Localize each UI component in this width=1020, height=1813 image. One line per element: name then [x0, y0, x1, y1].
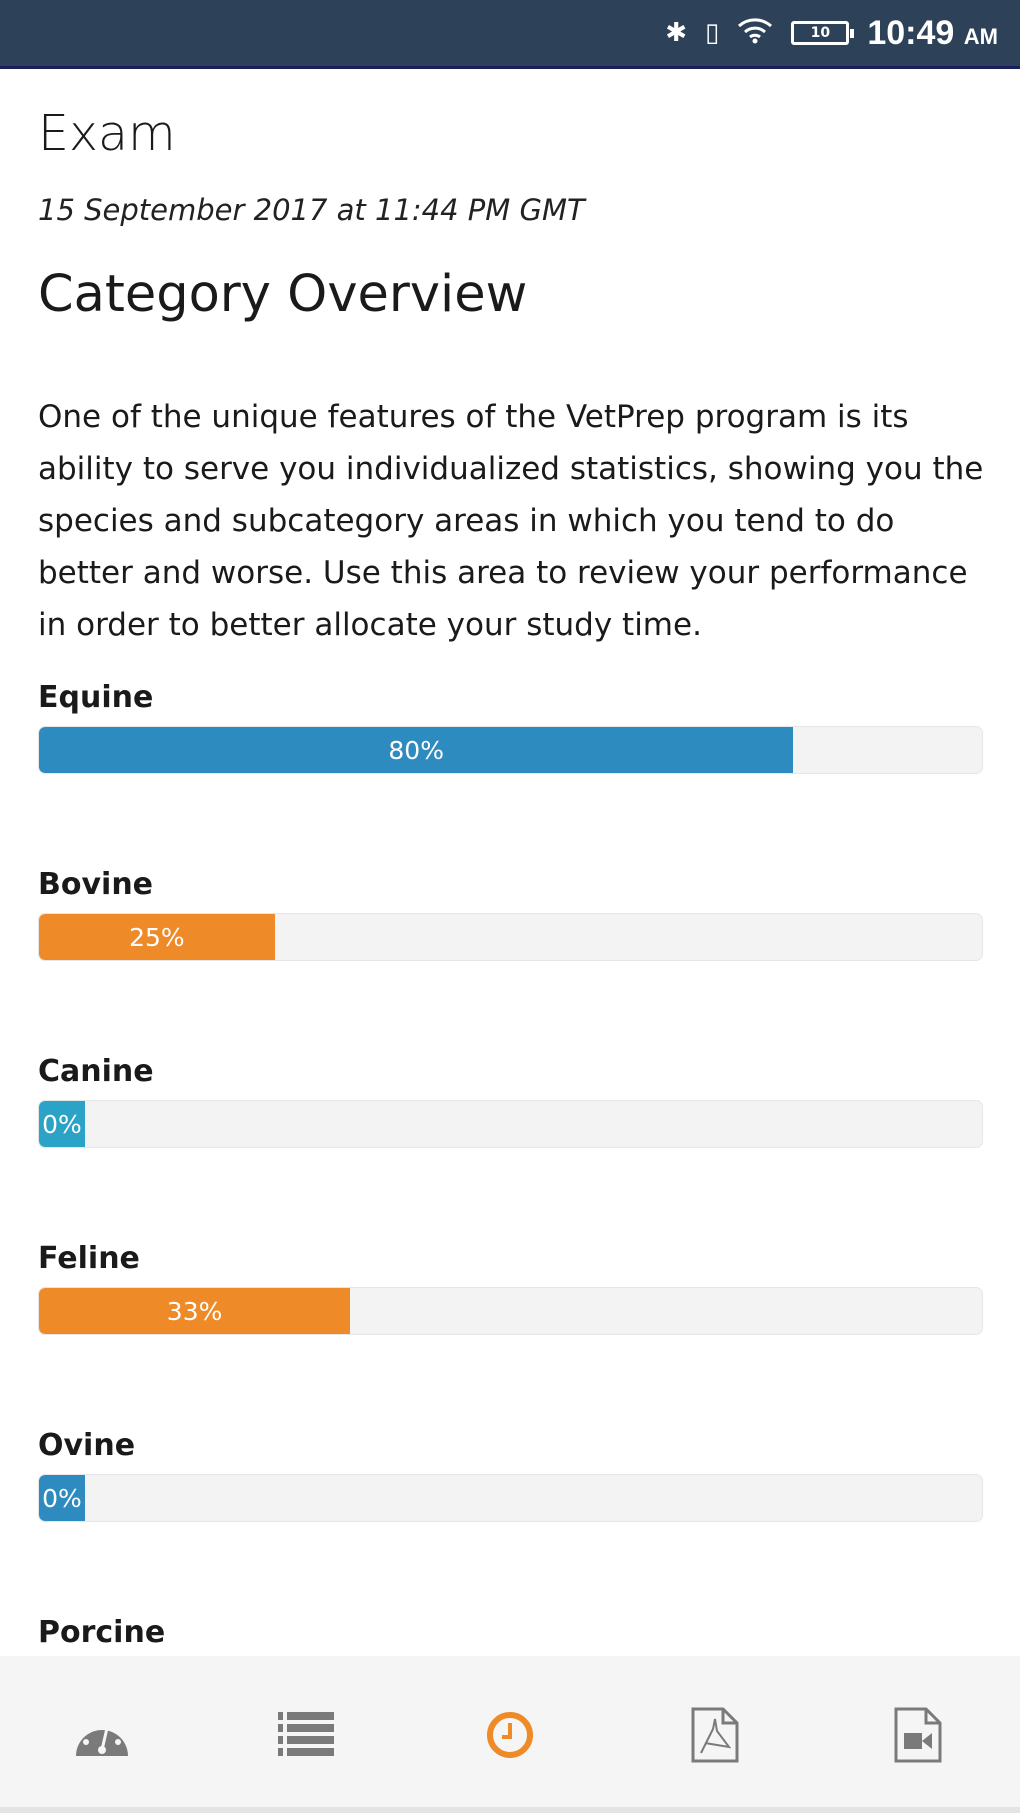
progress-track: 0%	[38, 1100, 983, 1148]
category-label: Ovine	[38, 1428, 136, 1463]
category-canine: Canine 0%	[38, 1054, 983, 1148]
progress-track: 0%	[38, 1474, 983, 1522]
progress-track: 80%	[38, 726, 983, 774]
category-equine: Equine 80%	[38, 680, 983, 774]
progress-fill: 80%	[39, 727, 794, 773]
video-icon	[894, 1707, 942, 1763]
history-icon	[487, 1712, 533, 1758]
nav-pdf[interactable]	[680, 1706, 750, 1764]
category-porcine: Porcine	[38, 1615, 983, 1655]
category-label: Equine	[38, 680, 154, 715]
nav-dashboard[interactable]	[67, 1706, 137, 1764]
bluetooth-icon: ✱	[665, 18, 688, 48]
wifi-icon	[737, 16, 773, 51]
progress-track: 33%	[38, 1287, 983, 1335]
clock-ampm: AM	[963, 23, 998, 49]
category-label: Canine	[38, 1054, 154, 1089]
progress-label: 25%	[129, 922, 185, 952]
nav-video[interactable]	[883, 1706, 953, 1764]
status-bar: ✱ ▯ 10 10:49 AM	[0, 0, 1020, 69]
category-bovine: Bovine 25%	[38, 867, 983, 961]
category-label: Bovine	[38, 867, 154, 902]
pdf-icon	[691, 1707, 739, 1763]
progress-track: 25%	[38, 913, 983, 961]
section-description: One of the unique features of the VetPre…	[38, 399, 984, 643]
list-icon	[278, 1712, 334, 1756]
page-title: Exam	[38, 105, 176, 162]
progress-fill: 0%	[39, 1475, 85, 1521]
clock-time: 10:49	[867, 13, 955, 52]
category-label: Feline	[38, 1241, 140, 1276]
progress-label: 33%	[166, 1296, 223, 1326]
progress-fill: 25%	[39, 914, 275, 960]
progress-label: 0%	[42, 1483, 82, 1513]
progress-fill: 0%	[39, 1101, 85, 1147]
nav-history[interactable]	[475, 1706, 545, 1764]
exam-date: 15 September 2017 at 11:44 PM GMT	[38, 193, 585, 227]
section-title: Category Overview	[38, 265, 528, 324]
category-ovine: Ovine 0%	[38, 1428, 983, 1522]
dashboard-icon	[76, 1719, 128, 1756]
progress-label: 0%	[42, 1109, 82, 1139]
bottom-nav	[0, 1656, 1020, 1813]
category-label: Porcine	[38, 1615, 166, 1650]
battery-icon: 10	[791, 21, 855, 45]
progress-label: 80%	[388, 735, 444, 765]
clock: 10:49 AM	[867, 14, 998, 53]
progress-fill: 33%	[39, 1288, 351, 1334]
vibrate-icon: ▯	[705, 18, 720, 48]
category-feline: Feline 33%	[38, 1241, 983, 1335]
nav-list[interactable]	[271, 1706, 341, 1764]
